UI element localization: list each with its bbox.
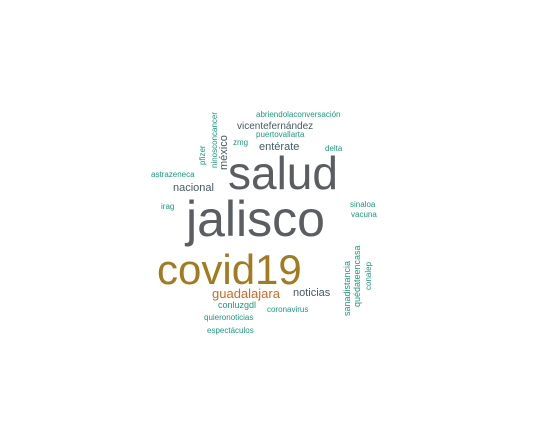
word-nacional: nacional xyxy=(173,182,214,194)
word-astrazeneca: astrazeneca xyxy=(151,170,195,179)
word-pfizer: pfizer xyxy=(198,145,207,165)
word-jalisco: jalisco xyxy=(186,191,325,247)
word-enterate: entérate xyxy=(259,141,300,153)
word-zmg: zmg xyxy=(233,138,249,147)
word-irag: irag xyxy=(161,202,175,211)
word-quieronoticias: quieronoticias xyxy=(204,313,254,322)
word-noticias: noticias xyxy=(293,287,331,299)
word-coronavirus: coronavirus xyxy=(267,305,309,314)
word-puertovallarta: puertovallarta xyxy=(256,130,305,139)
word-vicentefernandez: vicentefernández xyxy=(237,121,314,132)
word-covid19: covid19 xyxy=(157,246,302,293)
word-quedateencasa: quédateencasa xyxy=(352,245,362,307)
word-sanadistancia: sanadistancia xyxy=(342,260,352,316)
word-delta: delta xyxy=(325,144,343,153)
word-mexico: méxico xyxy=(218,135,230,170)
word-vacuna: vacuna xyxy=(351,210,377,219)
word-salud: salud xyxy=(228,147,338,199)
word-conluzgdl: conluzgdl xyxy=(218,300,257,310)
word-sinaloa: sinaloa xyxy=(350,200,376,209)
word-conalep: conalep xyxy=(364,261,373,290)
word-espectaculos: espectáculos xyxy=(207,326,254,335)
word-guadalajara: guadalajara xyxy=(212,286,280,301)
word-abriendolaconversacion: abriendolaconversación xyxy=(256,110,341,119)
